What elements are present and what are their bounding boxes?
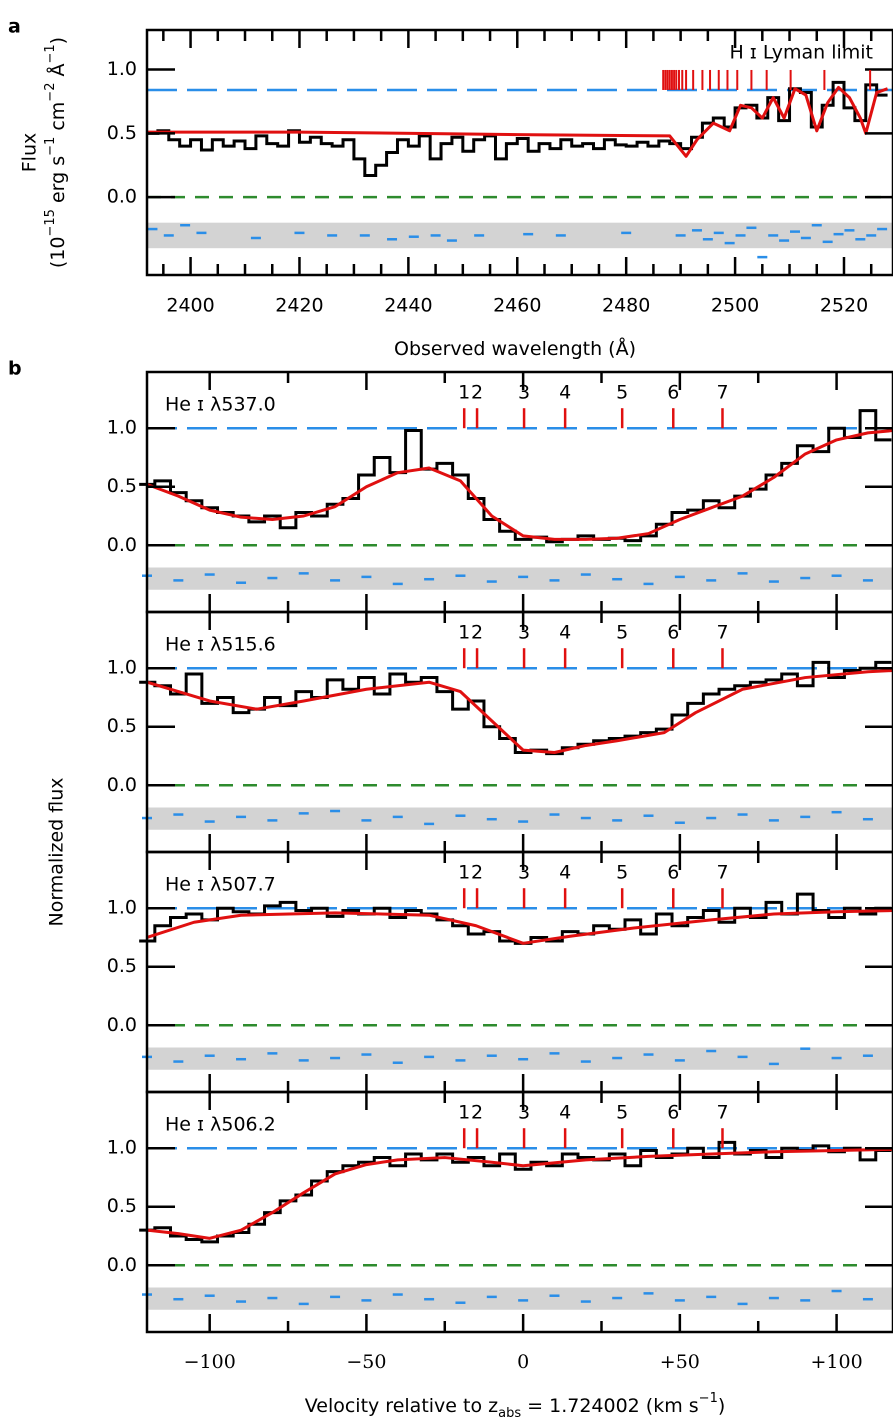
y-axis-units-part: −2: [43, 83, 58, 102]
x-tick-label: 0: [517, 1351, 529, 1373]
x-axis-label-part: ): [718, 1395, 725, 1417]
component-label: 1: [458, 382, 470, 404]
x-tick-label: 2500: [711, 295, 759, 317]
component-label: 2: [471, 382, 483, 404]
x-tick-label: −50: [346, 1351, 386, 1373]
x-tick-label: 2520: [820, 295, 868, 317]
component-label: 2: [471, 1102, 483, 1124]
y-axis-label: Normalized flux: [46, 777, 68, 926]
component-label: 2: [471, 622, 483, 644]
y-axis-label: Flux: [19, 133, 41, 173]
x-tick-label: 2440: [384, 295, 432, 317]
panel-title: He ɪ λ537.0: [165, 394, 276, 416]
y-axis-units-part: ): [47, 37, 69, 44]
flux-spectrum: [147, 80, 888, 177]
flux-spectrum: [139, 409, 892, 544]
x-tick-label: −100: [184, 1351, 236, 1373]
error-band: [147, 222, 893, 249]
error-band: [147, 807, 893, 830]
x-axis-label: Observed wavelength (Å): [394, 337, 636, 360]
component-label: 3: [518, 382, 530, 404]
panel-title: He ɪ λ507.7: [165, 874, 276, 896]
y-tick-label: 1.0: [107, 897, 137, 919]
panel-title: He ɪ λ506.2: [165, 1114, 276, 1136]
y-axis-units: (10−15 erg s−1 cm−2 Å−1): [43, 37, 69, 268]
component-label: 3: [518, 622, 530, 644]
y-axis-units-part: −1: [43, 137, 58, 156]
component-label: 6: [667, 1102, 679, 1124]
component-label: 6: [667, 862, 679, 884]
x-tick-label: 2420: [275, 295, 323, 317]
component-label: 7: [716, 1102, 728, 1124]
component-label: 3: [518, 862, 530, 884]
x-axis-label-part: = 1.724002 (km s: [521, 1395, 699, 1417]
y-axis-units-part: −15: [43, 209, 58, 236]
component-label: 1: [458, 862, 470, 884]
component-label: 3: [518, 1102, 530, 1124]
component-label: 5: [616, 622, 628, 644]
panel-label: b: [8, 358, 22, 380]
y-axis-units-part: −1: [43, 44, 58, 63]
panel-label: a: [8, 16, 21, 38]
y-tick-label: 0.0: [107, 1014, 137, 1036]
flux-spectrum: [139, 660, 892, 756]
model-fit: [146, 669, 893, 754]
y-tick-label: 0.0: [107, 534, 137, 556]
component-label: 4: [559, 1102, 571, 1124]
component-label: 6: [667, 622, 679, 644]
x-axis-label: Velocity relative to zabs = 1.724002 (km…: [305, 1391, 726, 1421]
x-axis-label-part: Observed wavelength (Å): [394, 337, 636, 360]
component-label: 2: [471, 862, 483, 884]
component-label: 5: [616, 1102, 628, 1124]
y-tick-label: 0.5: [107, 715, 137, 737]
x-tick-label: 2460: [493, 295, 541, 317]
y-tick-label: 0.5: [107, 955, 137, 977]
y-tick-label: 1.0: [107, 58, 137, 80]
component-label: 1: [458, 622, 470, 644]
component-label: 7: [716, 382, 728, 404]
y-tick-label: 0.5: [107, 122, 137, 144]
y-tick-label: 1.0: [107, 657, 137, 679]
error-band: [147, 567, 893, 590]
x-tick-label: 2400: [166, 295, 214, 317]
y-axis-units-part: (10: [47, 237, 69, 269]
y-tick-label: 0.5: [107, 475, 137, 497]
y-tick-label: 0.5: [107, 1195, 137, 1217]
component-label: 5: [616, 382, 628, 404]
panel-title: He ɪ λ515.6: [165, 634, 276, 656]
y-tick-label: 0.0: [107, 774, 137, 796]
x-tick-label: +50: [660, 1351, 700, 1373]
y-tick-label: 1.0: [107, 1137, 137, 1159]
y-tick-label: 1.0: [107, 417, 137, 439]
flux-spectrum: [139, 1140, 892, 1244]
x-axis-label-part: abs: [498, 1406, 521, 1421]
lyman-label: H ɪ Lyman limit: [729, 41, 873, 63]
y-axis-units-part: cm: [47, 102, 69, 137]
component-label: 6: [667, 382, 679, 404]
y-axis-units-part: erg s: [47, 156, 69, 209]
component-label: 7: [716, 622, 728, 644]
model-fit: [146, 429, 893, 541]
y-tick-label: 0.0: [107, 186, 137, 208]
error-band: [147, 1287, 893, 1310]
flux-spectrum: [139, 892, 892, 945]
axes-frame: [145, 1090, 893, 1334]
component-label: 5: [616, 862, 628, 884]
model-fit: [146, 1147, 893, 1240]
x-axis-label-part: Velocity relative to z: [305, 1395, 498, 1417]
component-label: 4: [559, 862, 571, 884]
y-tick-label: 0.0: [107, 1254, 137, 1276]
component-label: 4: [559, 622, 571, 644]
component-label: 1: [458, 1102, 470, 1124]
model-fit: [146, 909, 893, 945]
axes-frame: [145, 28, 893, 277]
x-tick-label: +100: [810, 1351, 862, 1373]
x-axis-label-part: −1: [699, 1391, 718, 1406]
x-tick-label: 2480: [602, 295, 650, 317]
component-label: 7: [716, 862, 728, 884]
y-axis-units-part: Å: [46, 63, 69, 82]
model-fit: [147, 85, 889, 158]
component-label: 4: [559, 382, 571, 404]
